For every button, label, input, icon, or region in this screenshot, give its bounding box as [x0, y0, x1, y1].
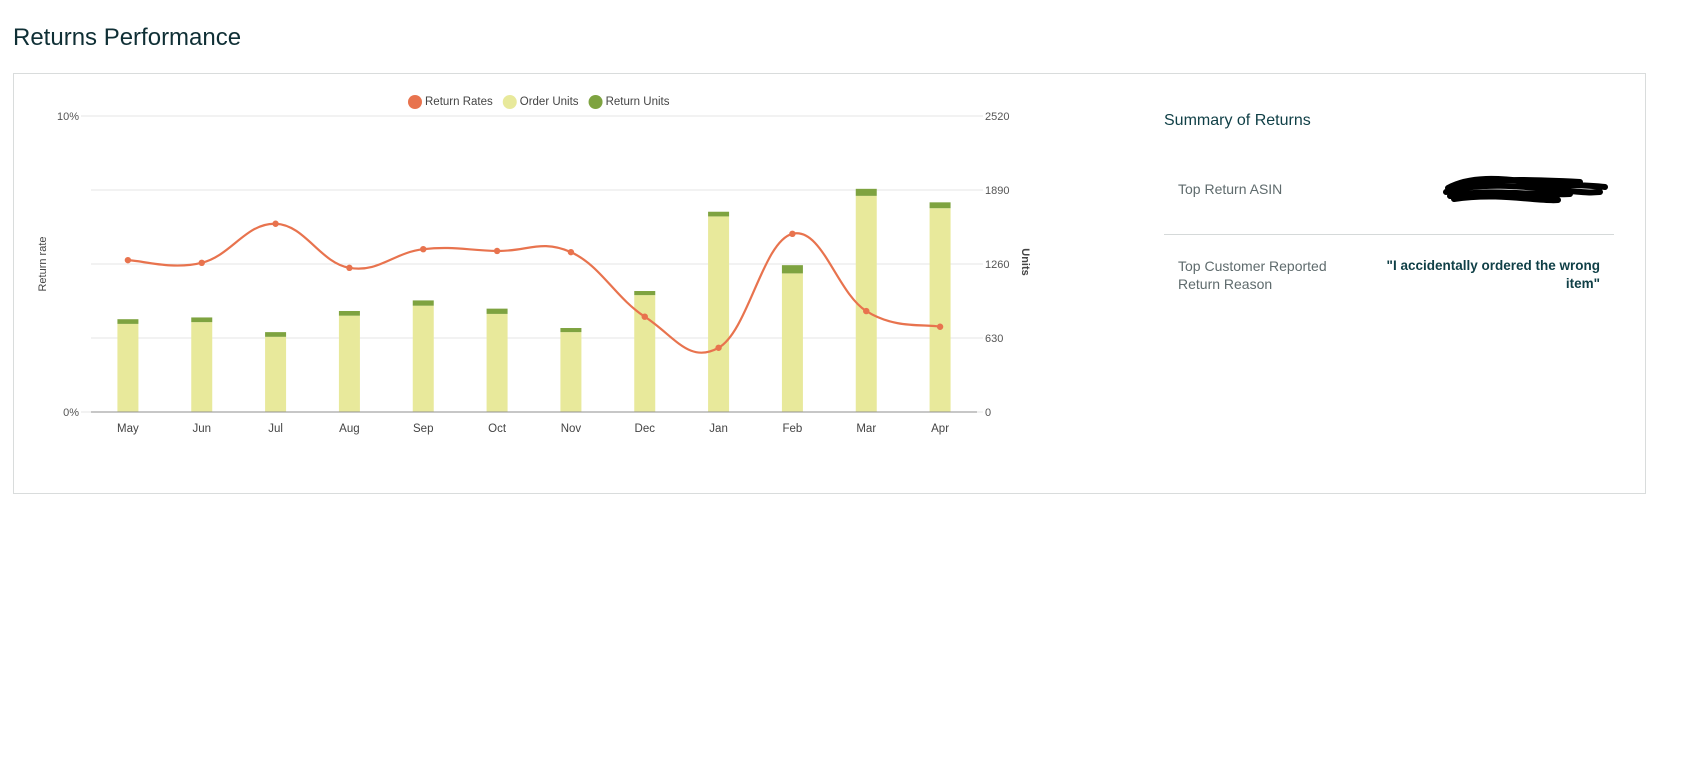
bar-return-units [855, 188, 877, 196]
bar-return-units [265, 332, 287, 337]
redacted-scribble [1440, 174, 1608, 204]
bar-order-units [560, 332, 582, 412]
return-rate-point [420, 246, 427, 253]
y-right-tick-label: 0 [985, 407, 991, 419]
bar-return-units [560, 328, 582, 333]
bar-order-units [191, 322, 213, 412]
summary-row-top-asin: Top Return ASIN [1164, 160, 1614, 235]
return-rate-point [863, 307, 870, 315]
summary-label-top-reason: Top Customer Reported Return Reason [1178, 258, 1327, 292]
bar-order-units [338, 315, 360, 412]
bar-return-units [486, 308, 508, 314]
return-rate-point [641, 313, 648, 320]
legend-marker [408, 95, 422, 109]
returns-performance-card: 0 630 1260 1890 2520 0% 10% Return rate Units May… [13, 73, 1646, 494]
x-tick-label: Aug [339, 423, 359, 435]
bar-order-units [855, 195, 877, 412]
x-tick-label: May [117, 423, 139, 435]
x-tick-label: Sep [413, 423, 433, 435]
legend-item-label: Order Units [520, 96, 579, 108]
bar-return-units [117, 319, 139, 324]
return-rate-point [936, 323, 944, 330]
x-tick-label: Apr [931, 423, 949, 435]
x-tick-label: Jul [268, 423, 283, 435]
y-left-tick-label: 10% [57, 111, 79, 123]
return-rate-line [127, 222, 941, 354]
bar-order-units [117, 323, 139, 412]
x-tick-label: Mar [856, 423, 876, 435]
bar-return-units [191, 317, 213, 323]
returns-chart: 0 630 1260 1890 2520 0% 10% Return rate Units May… [37, 95, 1031, 435]
y-right-axis-title: Units [1019, 248, 1031, 276]
bar-return-units [412, 300, 434, 306]
summary-value-top-reason: "I accidentally ordered the wrong item" [1386, 258, 1600, 291]
return-rate-point [715, 344, 722, 351]
return-rate-point [198, 259, 205, 267]
bar-order-units [265, 336, 287, 412]
y-right-tick-label: 1890 [985, 185, 1009, 197]
bar-order-units [929, 208, 951, 412]
page-title: Returns Performance [13, 24, 242, 51]
legend-marker [502, 95, 517, 109]
bar-return-units [929, 202, 951, 209]
x-tick-label: Oct [488, 423, 507, 435]
return-rate-point [789, 230, 796, 238]
bar-return-units [338, 310, 360, 316]
bar-return-units [708, 211, 730, 217]
return-rate-point [493, 247, 501, 255]
bar-order-units [634, 295, 656, 412]
return-rate-line-series [124, 220, 944, 354]
bar-order-units [412, 305, 434, 412]
legend-item-label: Return Units [606, 96, 670, 108]
y-right-tick-label: 2520 [985, 111, 1009, 123]
legend-marker [588, 95, 603, 109]
summary-of-returns: Summary of Returns Top Return ASIN Top C… [1164, 112, 1614, 293]
bar-order-units [781, 273, 803, 412]
summary-row-top-reason: Top Customer Reported Return Reason "I a… [1164, 235, 1614, 293]
return-rate-point [272, 220, 279, 227]
summary-title: Summary of Returns [1164, 112, 1311, 129]
bar-return-units [781, 265, 803, 274]
return-rate-point [124, 256, 132, 264]
legend-item-label: Return Rates [425, 96, 493, 108]
return-rate-point [567, 248, 575, 256]
bar-order-units [708, 216, 730, 412]
x-tick-label: Jan [709, 423, 728, 435]
axes: 0 630 1260 1890 2520 0% 10% Return rate Units May… [37, 111, 1031, 435]
y-right-tick-label: 1260 [985, 259, 1009, 271]
x-tick-label: Nov [561, 423, 582, 435]
x-tick-label: Jun [192, 423, 211, 435]
summary-label-top-asin: Top Return ASIN [1178, 181, 1283, 197]
bar-series [117, 188, 951, 412]
bar-return-units [634, 291, 656, 296]
y-left-tick-label: 0% [63, 407, 79, 419]
y-left-axis-title: Return rate [37, 236, 49, 291]
return-rate-point [346, 264, 353, 272]
bar-order-units [486, 313, 508, 412]
y-right-tick-label: 630 [985, 333, 1003, 345]
grid-lines [81, 115, 983, 413]
legend[interactable]: Return Rates Order Units Return Units [408, 95, 670, 109]
x-tick-label: Feb [783, 423, 803, 435]
x-tick-label: Dec [635, 423, 656, 435]
